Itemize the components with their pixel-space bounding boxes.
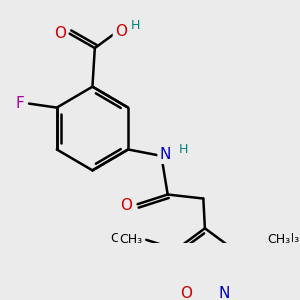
Text: N: N (218, 286, 230, 300)
Text: CH₃: CH₃ (276, 232, 299, 245)
Text: N: N (160, 147, 171, 162)
Text: O: O (115, 25, 127, 40)
Text: H: H (179, 143, 188, 156)
Text: F: F (15, 96, 24, 111)
Text: CH₃: CH₃ (268, 233, 291, 246)
Text: CH₃: CH₃ (110, 232, 134, 245)
Text: H: H (130, 19, 140, 32)
Text: O: O (180, 286, 192, 300)
Text: O: O (121, 198, 133, 213)
Text: O: O (54, 26, 66, 41)
Text: CH₃: CH₃ (119, 233, 142, 246)
